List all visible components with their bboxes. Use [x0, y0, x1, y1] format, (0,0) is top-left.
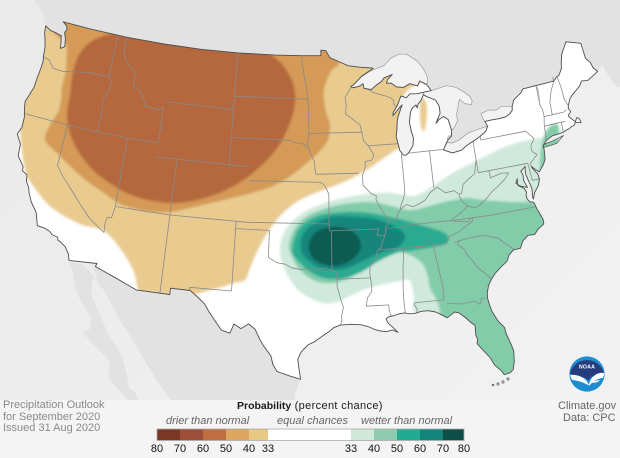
svg-text:80: 80	[151, 443, 163, 455]
svg-text:80: 80	[458, 443, 470, 455]
svg-text:33: 33	[345, 443, 357, 455]
svg-text:40: 40	[368, 443, 380, 455]
svg-text:40: 40	[243, 443, 255, 455]
svg-text:50: 50	[391, 443, 403, 455]
svg-text:NOAA: NOAA	[579, 365, 595, 371]
svg-text:50: 50	[220, 443, 232, 455]
svg-text:60: 60	[197, 443, 209, 455]
svg-text:70: 70	[174, 443, 186, 455]
svg-text:60: 60	[414, 443, 426, 455]
svg-text:70: 70	[437, 443, 449, 455]
svg-text:33: 33	[262, 443, 274, 455]
